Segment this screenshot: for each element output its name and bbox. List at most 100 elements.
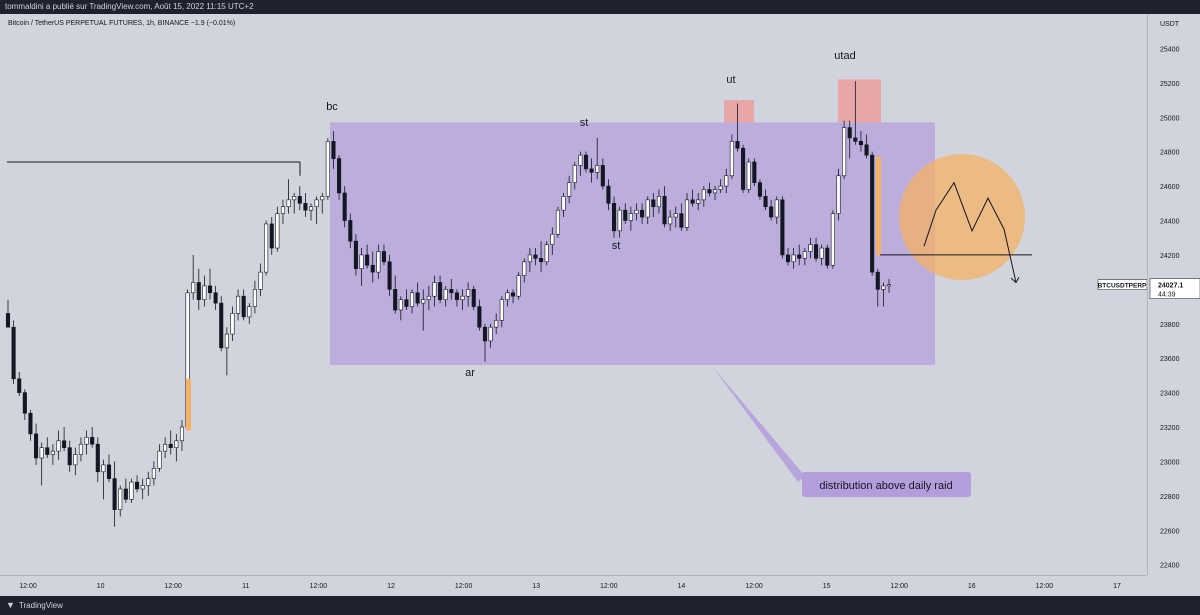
candle-body [819, 247, 824, 259]
candle-body [797, 254, 802, 259]
candle-body [95, 443, 100, 473]
candle [578, 151, 583, 176]
candle [713, 186, 718, 200]
candle-body [741, 147, 746, 190]
candle-body [90, 437, 95, 445]
candle [774, 196, 779, 224]
candle-body [454, 292, 459, 300]
candle [628, 206, 633, 231]
label-ar: ar [465, 367, 475, 379]
candle [527, 248, 532, 273]
candle [90, 427, 95, 448]
candle-body [561, 196, 566, 211]
candle-body [168, 443, 173, 448]
candle [668, 210, 673, 231]
candle-body [303, 202, 308, 211]
candle-body [482, 326, 488, 342]
candle-body [247, 306, 252, 318]
candle-body [421, 299, 426, 304]
candle [140, 478, 145, 500]
candle [600, 158, 605, 190]
candle-body [634, 209, 639, 214]
candle [247, 303, 252, 324]
candle-body [443, 289, 448, 300]
candle-body [864, 144, 869, 156]
price-axis[interactable]: USDT 22400 22600 22800 23000 23200 23400 23600 2… [1147, 14, 1200, 575]
candle-body [84, 437, 89, 445]
candle-body [539, 258, 544, 263]
candle [230, 306, 235, 341]
candle [163, 437, 168, 458]
utad-supply-box [838, 79, 881, 123]
candle [729, 134, 734, 180]
candle-body [325, 141, 330, 197]
candle [426, 285, 431, 310]
candle [62, 427, 67, 452]
candle [196, 268, 201, 310]
candle [881, 282, 886, 307]
candle-body [50, 450, 55, 455]
time-axis[interactable]: 12:00 10 12:00 11 12:00 12 12:00 13 12:00 14 12:00… [0, 575, 1147, 596]
candle-body [628, 213, 633, 221]
candle [353, 234, 358, 276]
candle-body [606, 185, 611, 204]
price-tick-label: 22800 [1160, 494, 1180, 501]
candle-body [583, 154, 589, 170]
candle-body [224, 333, 229, 349]
candle [123, 478, 128, 503]
candle [808, 237, 813, 259]
candle-body [522, 261, 527, 276]
candle [342, 186, 347, 228]
candle [325, 137, 330, 200]
candle [595, 137, 600, 180]
candle-body [886, 284, 892, 287]
candle [297, 186, 302, 211]
candle-body [617, 209, 622, 232]
candlestick-chart[interactable]: bc st st ut utad ar distribution above daily r… [0, 14, 1148, 575]
candle-body [505, 292, 510, 300]
candle-body [78, 443, 83, 455]
candle-body [241, 295, 246, 318]
candle-body [280, 206, 286, 214]
candle [847, 120, 852, 159]
candle-body [146, 478, 151, 486]
candle [308, 203, 314, 221]
candle [67, 440, 72, 472]
candle-body [567, 182, 572, 197]
candle [684, 192, 690, 231]
candle-body [651, 199, 656, 208]
candle-body [707, 189, 712, 194]
candle [724, 168, 729, 193]
time-tick-label: 13 [532, 583, 540, 590]
candle [409, 289, 415, 314]
candle-body [67, 447, 72, 466]
candle-body [426, 295, 431, 300]
candle-body [202, 285, 207, 300]
candle [34, 423, 39, 465]
candle [690, 189, 695, 207]
candle-body [729, 141, 734, 177]
candle-body [432, 282, 437, 297]
time-tick-label: 12 [387, 583, 395, 590]
time-tick-label: 12:00 [310, 583, 328, 590]
candle [236, 289, 241, 321]
candle [393, 275, 398, 314]
price-tick-label: 25400 [1160, 46, 1180, 53]
candle-body [510, 292, 516, 297]
candle-body [365, 254, 370, 266]
candle [555, 206, 560, 238]
candle-body [780, 199, 785, 256]
candle [617, 206, 622, 238]
candle-body [135, 481, 140, 490]
candle-body [690, 199, 695, 204]
candle-body [875, 271, 880, 290]
candle-body [39, 447, 44, 459]
candle-body [398, 299, 403, 311]
label-bc: bc [326, 101, 338, 113]
candle-body [668, 216, 673, 225]
chart-area[interactable]: bc st st ut utad ar distribution above daily r… [0, 14, 1148, 575]
price-tick-label: 24600 [1160, 184, 1180, 191]
candle [337, 155, 342, 200]
symbol-legend: Bitcoin / TetherUS PERPETUAL FUTURES, 1h… [8, 20, 236, 27]
candle-body [314, 199, 319, 208]
